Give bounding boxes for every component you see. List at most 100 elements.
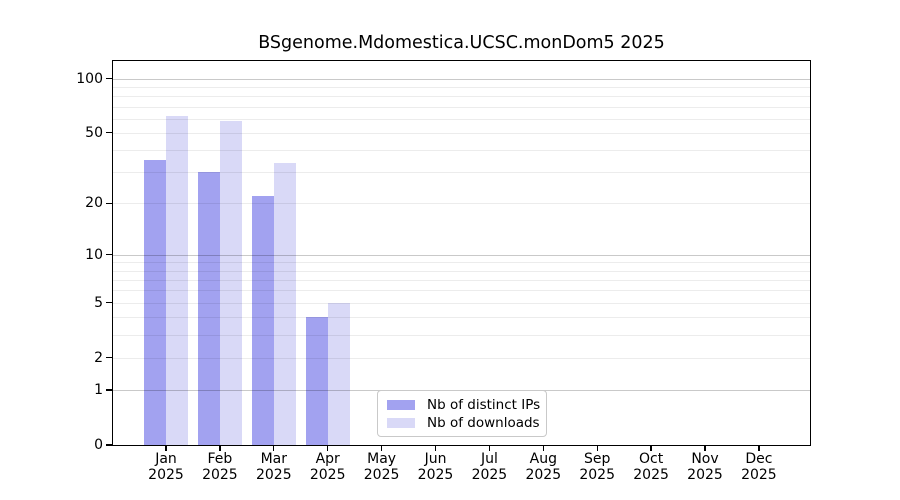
gridline-major bbox=[113, 78, 810, 80]
x-tick-month: Dec bbox=[745, 451, 773, 467]
x-tick-mark bbox=[327, 445, 329, 451]
gridline-minor bbox=[113, 86, 810, 88]
bar-nb-of-distinct-ips-feb bbox=[197, 172, 220, 445]
x-tick-month: May bbox=[367, 451, 397, 467]
y-tick-label: 100 bbox=[76, 70, 103, 87]
gridline-minor bbox=[113, 262, 810, 264]
y-tick-mark bbox=[106, 302, 112, 304]
gridline-minor bbox=[113, 132, 810, 134]
x-tick-label: Jun 2025 bbox=[404, 451, 468, 483]
x-tick-month: Mar bbox=[260, 451, 287, 467]
x-tick-year: 2025 bbox=[363, 467, 400, 483]
legend-swatch-downloads bbox=[387, 418, 415, 428]
y-tick-mark bbox=[106, 132, 112, 134]
gridline-minor bbox=[113, 150, 810, 152]
x-tick-mark bbox=[596, 445, 598, 451]
x-tick-month: Oct bbox=[638, 451, 664, 467]
plot-area bbox=[113, 61, 810, 445]
x-tick-label: Aug 2025 bbox=[511, 451, 575, 483]
y-tick-label: 0 bbox=[94, 437, 103, 453]
x-tick-year: 2025 bbox=[687, 467, 723, 483]
x-tick-year: 2025 bbox=[202, 467, 238, 483]
x-tick-mark bbox=[219, 445, 221, 451]
gridline-minor bbox=[113, 270, 810, 272]
legend: Nb of distinct IPs Nb of downloads bbox=[377, 390, 547, 437]
x-tick-mark bbox=[380, 445, 383, 451]
x-tick-label: Jul 2025 bbox=[457, 451, 521, 483]
x-tick-year: 2025 bbox=[148, 467, 184, 483]
y-tick-label: 5 bbox=[94, 294, 103, 311]
gridline-minor bbox=[113, 118, 810, 120]
y-tick-mark bbox=[106, 202, 112, 204]
gridline-minor bbox=[113, 317, 810, 319]
legend-label-distinct-ips: Nb of distinct IPs bbox=[427, 397, 541, 413]
gridline-minor bbox=[113, 203, 810, 205]
gridline-minor bbox=[113, 357, 810, 359]
y-tick-mark bbox=[106, 444, 112, 446]
x-tick-mark bbox=[434, 445, 437, 451]
x-tick-mark bbox=[758, 445, 760, 451]
gridlines-layer bbox=[113, 61, 810, 445]
x-tick-mark bbox=[704, 445, 706, 451]
bar-nb-of-distinct-ips-apr bbox=[305, 317, 328, 445]
x-tick-label: Sep 2025 bbox=[565, 451, 629, 483]
y-tick-label: 1 bbox=[94, 381, 103, 398]
x-tick-mark bbox=[488, 445, 491, 451]
x-tick-month: Jul bbox=[480, 451, 498, 467]
legend-label-downloads: Nb of downloads bbox=[427, 415, 540, 431]
x-tick-label: Nov 2025 bbox=[673, 451, 737, 483]
bar-nb-of-downloads-mar bbox=[273, 162, 296, 445]
x-tick-mark bbox=[542, 445, 544, 451]
x-tick-month: Apr bbox=[315, 451, 340, 467]
x-tick-label: Jan 2025 bbox=[134, 451, 198, 483]
y-tick-label: 20 bbox=[85, 195, 103, 212]
x-tick-label: Feb 2025 bbox=[188, 451, 252, 483]
bar-nb-of-distinct-ips-mar bbox=[251, 196, 274, 445]
y-tick-label: 50 bbox=[85, 124, 103, 141]
bars-layer bbox=[113, 61, 810, 445]
gridline-minor bbox=[113, 172, 810, 174]
y-tick-label: 2 bbox=[94, 349, 103, 366]
x-tick-label: Apr 2025 bbox=[296, 451, 360, 483]
x-tick-year: 2025 bbox=[579, 467, 615, 483]
gridline-minor bbox=[113, 106, 810, 108]
y-tick-mark bbox=[106, 77, 112, 80]
x-tick-month: Nov bbox=[691, 451, 719, 467]
legend-item-downloads: Nb of downloads bbox=[387, 414, 546, 432]
x-tick-month: Feb bbox=[207, 451, 233, 467]
gridline-major bbox=[113, 254, 810, 256]
legend-swatch-distinct-ips bbox=[387, 400, 415, 410]
gridline-minor bbox=[113, 290, 810, 292]
y-tick-mark bbox=[106, 389, 112, 391]
x-tick-label: Dec 2025 bbox=[727, 451, 791, 483]
bar-nb-of-downloads-apr bbox=[327, 302, 350, 445]
x-tick-month: Jan bbox=[155, 451, 177, 467]
gridline-minor bbox=[113, 302, 810, 304]
x-tick-year: 2025 bbox=[525, 467, 562, 483]
x-tick-year: 2025 bbox=[633, 467, 669, 483]
x-tick-month: Aug bbox=[529, 451, 557, 467]
bar-nb-of-distinct-ips-jan bbox=[144, 160, 166, 445]
legend-item-distinct-ips: Nb of distinct IPs bbox=[387, 396, 546, 414]
x-tick-year: 2025 bbox=[255, 467, 292, 483]
gridline-minor bbox=[113, 334, 810, 336]
y-tick-mark bbox=[106, 253, 112, 256]
x-tick-label: Mar 2025 bbox=[242, 451, 306, 483]
x-tick-label: May 2025 bbox=[350, 451, 414, 483]
x-tick-year: 2025 bbox=[741, 467, 777, 483]
x-tick-mark bbox=[650, 445, 652, 451]
x-tick-mark bbox=[273, 445, 275, 451]
x-tick-year: 2025 bbox=[309, 467, 346, 483]
x-tick-month: Sep bbox=[583, 451, 611, 467]
chart-title: BSgenome.Mdomestica.UCSC.monDom5 2025 bbox=[258, 33, 665, 53]
bar-nb-of-downloads-feb bbox=[219, 121, 242, 445]
gridline-minor bbox=[113, 279, 810, 281]
gridline-minor bbox=[113, 96, 810, 98]
y-tick-label: 10 bbox=[85, 246, 103, 263]
x-tick-year: 2025 bbox=[471, 467, 508, 483]
x-tick-label: Oct 2025 bbox=[619, 451, 683, 483]
x-tick-month: Jun bbox=[424, 451, 447, 467]
y-tick-mark bbox=[106, 357, 112, 359]
x-tick-mark bbox=[165, 445, 167, 451]
